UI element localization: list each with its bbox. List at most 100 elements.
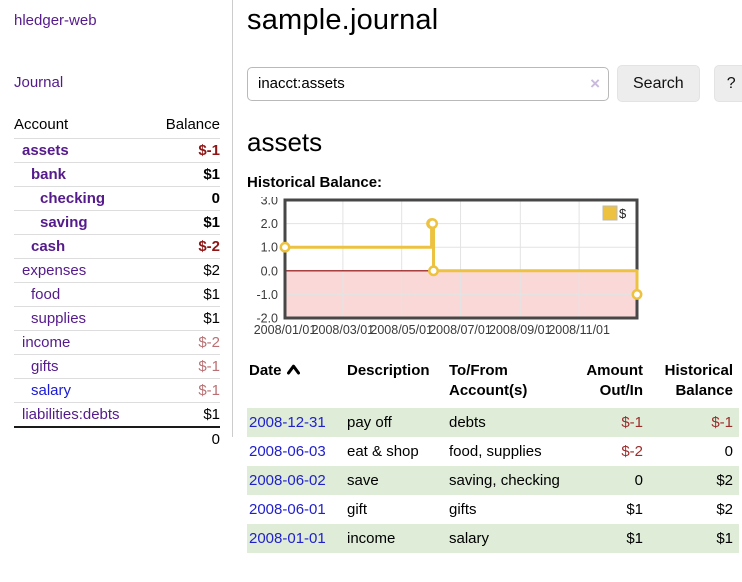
sidebar: hledger-web Journal Account Balance asse… — [0, 0, 233, 451]
account-balance: $-2 — [150, 330, 220, 355]
register-row[interactable]: 2008-06-03 eat & shop food, supplies $-2 0 — [247, 437, 739, 466]
account-row: liabilities:debts $1 — [14, 402, 220, 428]
account-balance: $1 — [150, 402, 220, 428]
register-header-date[interactable]: Date — [247, 359, 345, 408]
chart-svg: $3.0 2.0 1.0 0.0 -1.0 -2.02008/01/012008/03/0… — [254, 194, 643, 337]
account-row: gifts $-1 — [14, 354, 220, 379]
sidebar-item-journal[interactable]: Journal — [14, 74, 64, 91]
account-balance: $1 — [150, 306, 220, 331]
sidebar-account-link[interactable]: food — [31, 286, 61, 303]
transaction-accounts: saving, checking — [449, 471, 560, 489]
sidebar-account-link[interactable]: liabilities:debts — [22, 406, 120, 423]
sidebar-account-link[interactable]: salary — [31, 382, 72, 399]
svg-text:2008/07/01: 2008/07/01 — [429, 323, 492, 337]
transaction-accounts: salary — [449, 529, 490, 547]
transaction-balance: $1 — [716, 529, 733, 547]
sidebar-account-link[interactable]: gifts — [31, 358, 59, 375]
search-button[interactable]: Search — [617, 65, 700, 102]
sidebar-account-link[interactable]: expenses — [22, 262, 87, 279]
transaction-date-link[interactable]: 2008-06-01 — [249, 500, 326, 518]
account-row: income $-2 — [14, 330, 220, 355]
account-balance: $1 — [150, 162, 220, 187]
svg-text:2.0: 2.0 — [261, 217, 278, 231]
sidebar-account-link[interactable]: saving — [40, 214, 88, 231]
svg-text:2008/11/01: 2008/11/01 — [548, 323, 610, 337]
sidebar-account-link[interactable]: cash — [31, 238, 66, 255]
svg-text:3.0: 3.0 — [261, 197, 278, 208]
svg-text:2008/05/01: 2008/05/01 — [370, 323, 433, 337]
account-balance: $-1 — [150, 354, 220, 379]
accounts-table: Account Balance assets $-1 bank $1 checking 0… — [14, 113, 220, 451]
transaction-date-link[interactable]: 2008-06-03 — [249, 442, 326, 460]
transaction-description: eat & shop — [347, 442, 419, 460]
register-header-balance: Historical Balance — [664, 362, 733, 400]
app-title[interactable]: hledger-web — [14, 12, 97, 29]
account-balance: $-2 — [150, 234, 220, 259]
svg-text:$: $ — [619, 206, 627, 221]
transaction-amount: $1 — [626, 529, 643, 547]
search-input[interactable] — [247, 66, 609, 101]
sidebar-account-link[interactable]: supplies — [31, 310, 87, 327]
account-balance: $2 — [150, 258, 220, 283]
account-balance: $1 — [150, 210, 220, 235]
sort-ascending-icon — [286, 362, 300, 379]
account-balance: $-1 — [150, 378, 220, 403]
transaction-balance: $2 — [716, 471, 733, 489]
register-row[interactable]: 2008-06-01 gift gifts $1 $2 — [247, 495, 739, 524]
main-content: sample.journal × Search ? assets Histori… — [233, 0, 742, 553]
accounts-total-row: 0 — [14, 426, 220, 451]
svg-text:2008/09/01: 2008/09/01 — [489, 323, 552, 337]
account-heading: assets — [247, 127, 323, 157]
transaction-amount: $-2 — [621, 442, 643, 460]
transaction-balance: 0 — [724, 442, 733, 460]
transaction-description: pay off — [347, 413, 392, 431]
account-balance: $-1 — [150, 138, 220, 163]
transaction-description: save — [347, 471, 379, 489]
transaction-description: income — [347, 529, 396, 547]
transaction-accounts: gifts — [449, 500, 477, 518]
transaction-date-link[interactable]: 2008-06-02 — [249, 471, 326, 489]
account-row: expenses $2 — [14, 258, 220, 283]
transaction-balance: $-1 — [711, 413, 733, 431]
transaction-description: gift — [347, 500, 368, 518]
register-header-description: Description — [347, 362, 430, 379]
transaction-amount: $-1 — [621, 413, 643, 431]
account-row: assets $-1 — [14, 138, 220, 163]
svg-text:-1.0: -1.0 — [256, 288, 278, 302]
transaction-accounts: debts — [449, 413, 486, 431]
transaction-amount: 0 — [634, 471, 643, 489]
svg-text:2008/03/01: 2008/03/01 — [312, 323, 375, 337]
register-row[interactable]: 2008-01-01 income salary $1 $1 — [247, 523, 739, 553]
sidebar-account-link[interactable]: checking — [40, 190, 106, 207]
account-row: cash $-2 — [14, 234, 220, 259]
accounts-header-balance: Balance — [150, 113, 220, 139]
account-row: checking 0 — [14, 186, 220, 211]
transaction-amount: $1 — [626, 500, 643, 518]
register-row[interactable]: 2008-06-02 save saving, checking 0 $2 — [247, 465, 739, 495]
accounts-header-account: Account — [14, 113, 151, 139]
account-balance: 0 — [150, 186, 220, 211]
account-row: salary $-1 — [14, 378, 220, 403]
svg-text:1.0: 1.0 — [261, 241, 278, 255]
svg-text:0.0: 0.0 — [261, 264, 278, 278]
account-balance: $1 — [150, 282, 220, 307]
register-row[interactable]: 2008-12-31 pay off debts $-1 $-1 — [247, 407, 739, 437]
historical-balance-chart: $3.0 2.0 1.0 0.0 -1.0 -2.0 2008/01/01 2008/03/0… — [247, 194, 742, 337]
accounts-total: 0 — [150, 426, 220, 451]
page: hledger-web Journal Account Balance asse… — [0, 0, 742, 553]
help-button[interactable]: ? — [713, 65, 742, 102]
transaction-balance: $2 — [716, 500, 733, 518]
account-row: saving $1 — [14, 210, 220, 235]
clear-search-icon[interactable]: × — [590, 73, 600, 93]
sidebar-account-link[interactable]: assets — [22, 142, 69, 159]
sidebar-account-link[interactable]: income — [22, 334, 71, 351]
transaction-date-link[interactable]: 2008-12-31 — [249, 413, 326, 431]
search-bar: × Search ? — [247, 65, 742, 102]
account-row: supplies $1 — [14, 306, 220, 331]
page-title: sample.journal — [247, 4, 439, 36]
transaction-date-link[interactable]: 2008-01-01 — [249, 529, 326, 547]
transaction-accounts: food, supplies — [449, 442, 542, 460]
register-header-accounts: To/From Account(s) — [449, 362, 528, 400]
sidebar-account-link[interactable]: bank — [31, 166, 67, 183]
chart-label: Historical Balance: — [247, 174, 383, 191]
